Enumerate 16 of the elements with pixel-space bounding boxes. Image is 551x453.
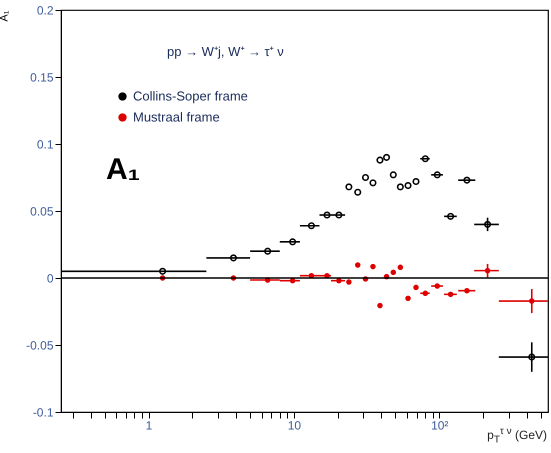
y-tick-label: 0.2 — [36, 4, 54, 18]
legend-label: Mustraal frame — [133, 110, 220, 124]
x-axis-title: p$_{T}$$^{τ ν}$ (GeV) — [487, 426, 547, 446]
y-axis-title: A₁ — [0, 10, 10, 22]
x-tick-label: 10² — [431, 418, 448, 432]
legend-label: Collins-Soper frame — [133, 88, 248, 104]
x-tick-label: 1 — [146, 418, 153, 432]
x-tick-label: 10 — [288, 418, 302, 432]
y-tick-label: -0.1 — [32, 406, 54, 420]
y-tick-label: 0.05 — [30, 204, 54, 218]
annotation: pp → W⁺j, W⁺ → τ⁺ ν — [167, 44, 284, 59]
y-tick-label: 0 — [46, 272, 54, 286]
y-tick-label: -0.05 — [26, 338, 54, 352]
annotation: A₁ — [106, 153, 140, 186]
y-tick-label: 0.1 — [36, 138, 54, 152]
y-tick-label: 0.15 — [30, 70, 54, 84]
